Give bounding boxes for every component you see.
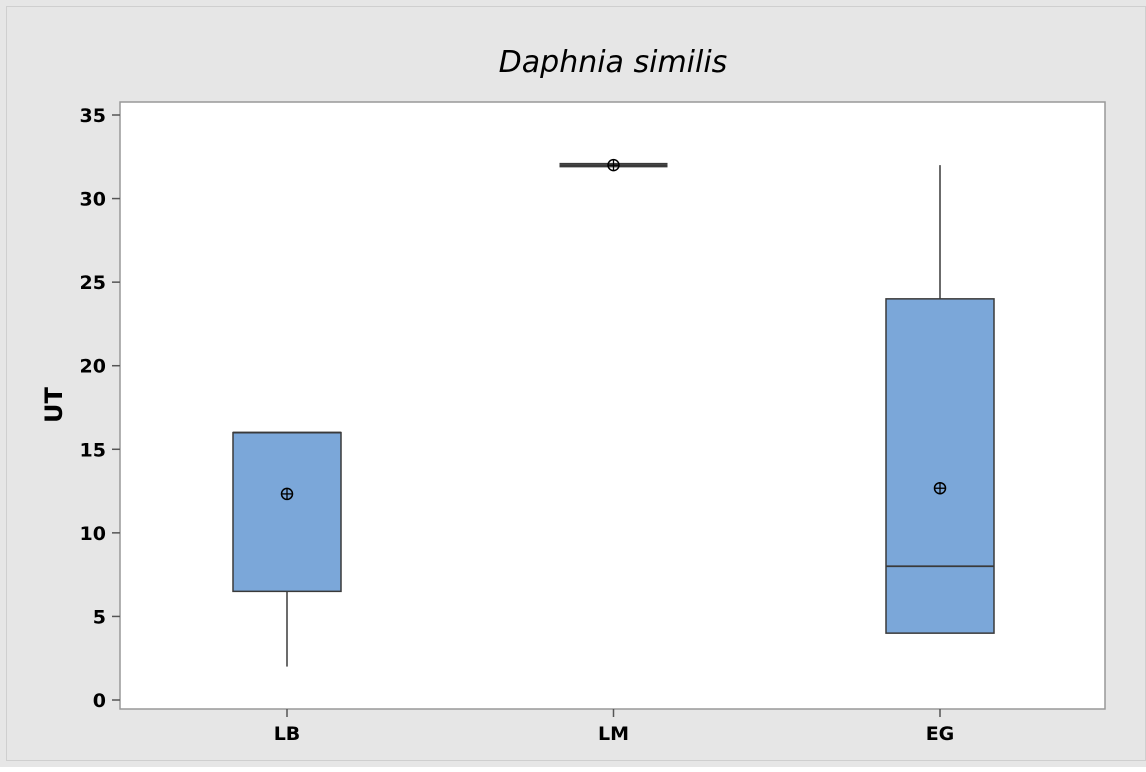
box-group-lm	[559, 158, 668, 172]
y-tick-label: 35	[80, 105, 106, 127]
y-tick-label: 0	[93, 690, 106, 712]
y-tick-label: 25	[80, 272, 106, 294]
box	[885, 298, 995, 634]
y-tick-label: 10	[80, 523, 106, 545]
y-tick-label: 5	[93, 606, 106, 628]
y-axis: 0 5 10 15 20 25 30 35	[80, 105, 120, 712]
box-group-eg	[885, 165, 995, 634]
x-tick-label: LB	[274, 723, 301, 745]
boxes	[232, 158, 995, 667]
x-tick-label: EG	[926, 723, 955, 745]
box-group-lb	[232, 431, 342, 667]
y-tick-label: 20	[80, 356, 106, 378]
y-axis-title: UT	[40, 386, 68, 422]
box	[232, 431, 342, 593]
y-tick-label: 30	[80, 189, 106, 211]
x-tick-label: LM	[598, 723, 629, 745]
chart-title: Daphnia similis	[499, 45, 728, 80]
x-axis: LB LM EG	[274, 709, 955, 745]
y-tick-label: 15	[80, 439, 106, 461]
